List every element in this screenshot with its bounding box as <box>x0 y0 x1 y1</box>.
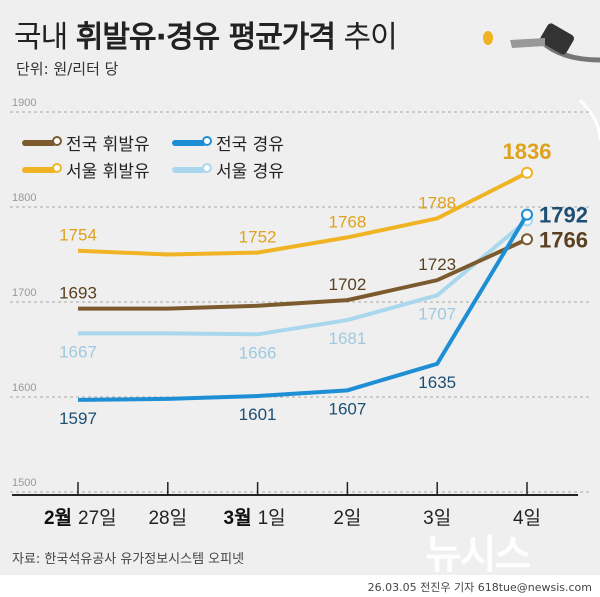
data-label: 1788 <box>418 193 456 212</box>
x-tick-label: 28일 <box>148 507 187 529</box>
x-tick-label: 2일 <box>333 507 361 529</box>
source-note: 자료: 한국석유공사 유가정보시스템 오피넷 <box>12 552 245 567</box>
x-tick-label: 1일 <box>258 507 286 529</box>
legend-item: 전국 경유 <box>172 130 284 155</box>
legend-label: 전국 경유 <box>216 135 284 155</box>
data-label: 1693 <box>59 284 97 303</box>
series-line <box>78 237 528 311</box>
credit-line: 26.03.05 전진우 기자 618tue@newsis.com <box>367 581 592 594</box>
legend-item: 서울 경유 <box>172 157 284 182</box>
data-label: 1666 <box>239 343 277 362</box>
title-part3: 추이 <box>343 20 398 55</box>
month-label: 3월 <box>224 507 252 529</box>
data-label: 1667 <box>59 342 97 361</box>
data-label: 1768 <box>328 212 366 231</box>
title-part1: 국내 <box>14 20 68 55</box>
data-label: 1752 <box>239 228 277 247</box>
title-part2: 휘발유·경유 평균가격 <box>75 20 336 55</box>
legend-label: 전국 휘발유 <box>66 135 150 155</box>
month-label: 2월 <box>44 507 72 529</box>
series-end-point <box>521 208 533 221</box>
data-label: 1597 <box>59 409 97 428</box>
series-line <box>77 171 528 257</box>
x-tick-label: 4일 <box>513 507 541 529</box>
chart-title: 국내 휘발유·경유 평균가격 추이 <box>14 12 398 56</box>
unit-label: 단위: 원/리터 당 <box>16 60 119 78</box>
chart-panel <box>0 0 600 575</box>
series-end-point <box>521 233 533 246</box>
data-label: 1681 <box>328 329 366 348</box>
data-label: 1607 <box>328 399 366 418</box>
data-label: 1754 <box>59 226 97 245</box>
newsis-logo: 뉴시스 <box>425 532 531 578</box>
legend-item: 서울 휘발유 <box>22 157 150 182</box>
data-label: 1836 <box>503 139 552 164</box>
x-tick-label: 27일 <box>78 507 117 529</box>
x-tick-label: 3일 <box>423 507 451 529</box>
data-label: 1707 <box>418 304 456 323</box>
data-label: 1766 <box>539 227 588 252</box>
data-label: 1792 <box>539 203 588 228</box>
legend-label: 서울 경유 <box>216 162 284 182</box>
data-label: 1702 <box>328 275 366 294</box>
fuel-nozzle-icon <box>483 23 600 141</box>
data-label: 1635 <box>418 373 456 392</box>
y-tick-label: 1800 <box>12 192 36 204</box>
y-tick-label: 1500 <box>12 477 36 489</box>
y-tick-label: 1600 <box>12 382 36 394</box>
legend-item: 전국 휘발유 <box>22 130 150 155</box>
series-end-point <box>521 166 533 179</box>
series-line <box>78 218 529 337</box>
y-tick-label: 1700 <box>12 287 36 299</box>
data-label: 1601 <box>239 405 277 424</box>
series-line <box>77 213 529 402</box>
y-tick-label: 1900 <box>12 97 36 109</box>
legend-label: 서울 휘발유 <box>66 162 150 182</box>
data-label: 1723 <box>418 255 456 274</box>
